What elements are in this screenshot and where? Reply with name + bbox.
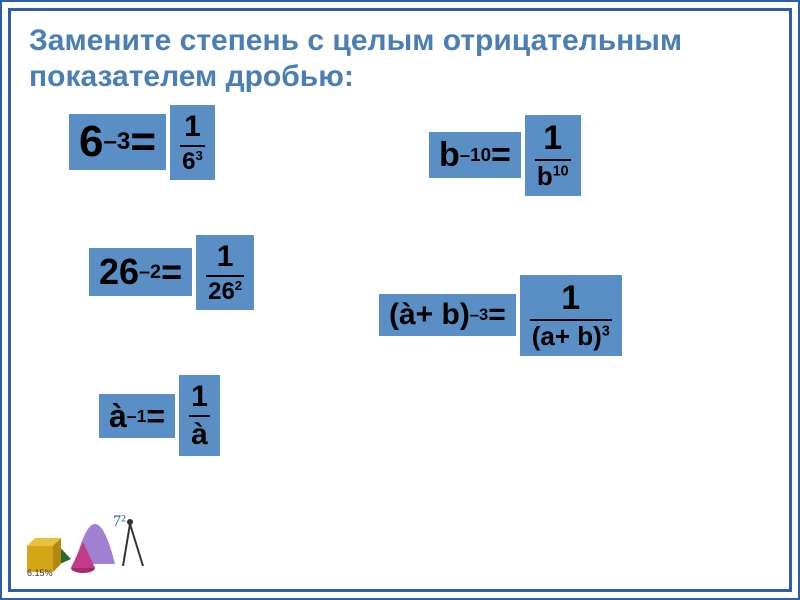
eq2-fraction: 1 b10 — [535, 121, 571, 190]
eq5-bar — [189, 415, 210, 417]
clipart-svg: 7² 6.15% — [25, 494, 175, 579]
eq1-numerator: 1 — [182, 111, 203, 143]
eq2-numerator: 1 — [541, 121, 564, 157]
compass-hinge-icon — [127, 519, 133, 525]
eq3-fraction: 1 262 — [206, 241, 244, 304]
compass-leg2-icon — [130, 524, 143, 566]
eq2-den-exp: 10 — [553, 163, 569, 179]
eq3-eq: = — [161, 254, 182, 290]
eq3-bar — [206, 275, 244, 277]
eq5-rhs-box: 1 à — [179, 375, 220, 456]
eq1-rhs-box: 1 63 — [170, 105, 215, 180]
eq1-base: 6 — [79, 120, 103, 164]
eq3-base: 26 — [99, 254, 139, 290]
eq3-lhs-box: 26–2 = — [89, 248, 192, 296]
equation-2: b–10 = 1 b10 — [429, 115, 581, 196]
eq5-denominator: à — [189, 419, 210, 451]
equations-area: 6–3 = 1 63 b–10 = — [29, 105, 771, 535]
percent-text-icon: 6.15% — [27, 568, 53, 578]
eq5-numerator: 1 — [189, 381, 210, 413]
eq3-den-base: 26 — [208, 278, 235, 305]
eq5-base: à — [109, 400, 127, 432]
eq4-den-base: (a+ b) — [532, 321, 602, 351]
eq4-den-exp: 3 — [602, 323, 610, 339]
eq4-rhs-box: 1 (a+ b)3 — [520, 275, 622, 356]
page-title: Замените степень с целым отрицательным п… — [29, 23, 771, 95]
eq3-rhs-box: 1 262 — [196, 235, 254, 310]
eq2-den-base: b — [537, 161, 553, 191]
eq1-den-exp: 3 — [195, 148, 202, 163]
eq5-fraction: 1 à — [189, 381, 210, 450]
eq5-lhs-box: à–1 = — [99, 394, 175, 438]
eq5-den-base: à — [191, 418, 208, 451]
equation-1: 6–3 = 1 63 — [69, 105, 215, 180]
eq5-eq: = — [146, 400, 165, 432]
eq2-eq: = — [491, 138, 511, 172]
eq2-lhs-box: b–10 = — [429, 132, 521, 178]
compass-leg1-icon — [123, 524, 130, 566]
math-clipart-icon: 7² 6.15% — [25, 494, 175, 579]
eq4-denominator: (a+ b)3 — [530, 323, 612, 350]
outer-frame: Замените степень с целым отрицательным п… — [0, 0, 800, 600]
eq1-fraction: 1 63 — [180, 111, 205, 174]
equation-3: 26–2 = 1 262 — [89, 235, 254, 310]
eq3-denominator: 262 — [206, 279, 244, 304]
eq2-rhs-box: 1 b10 — [525, 115, 581, 196]
eq1-den-base: 6 — [182, 148, 195, 175]
eq3-numerator: 1 — [215, 241, 236, 273]
eq4-base: (à+ b) — [389, 300, 470, 330]
inner-frame: Замените степень с целым отрицательным п… — [8, 8, 792, 592]
eq4-lhs-box: (à+ b)–3 = — [379, 294, 516, 336]
eq3-den-exp: 2 — [235, 278, 242, 293]
eq4-fraction: 1 (a+ b)3 — [530, 281, 612, 350]
eq1-bar — [180, 145, 205, 147]
eq4-numerator: 1 — [559, 281, 582, 317]
eq1-eq: = — [130, 120, 156, 164]
eq1-lhs-box: 6–3 = — [69, 114, 166, 170]
equation-4: (à+ b)–3 = 1 (a+ b)3 — [379, 275, 622, 356]
eq2-base: b — [439, 138, 460, 172]
eq1-denominator: 63 — [180, 149, 205, 174]
eq2-denominator: b10 — [535, 163, 571, 190]
seven-squared-icon: 7² — [113, 513, 126, 530]
eq4-eq: = — [488, 300, 506, 330]
equation-5: à–1 = 1 à — [99, 375, 220, 456]
